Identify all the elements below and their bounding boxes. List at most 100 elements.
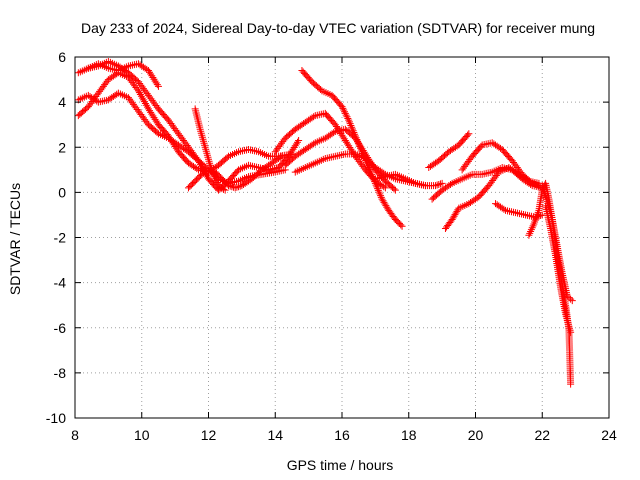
data-point [391,186,399,194]
series-track-12 [425,130,473,172]
data-point [351,134,359,142]
data-point [171,142,179,150]
series-track-3 [74,69,296,176]
data-point [166,134,174,142]
data-point [193,165,201,173]
data-point [341,109,349,117]
series-track-6 [191,105,229,194]
data-point [148,110,156,118]
data-point [212,177,220,185]
data-point [464,131,472,139]
data-point [167,135,175,143]
data-points [74,58,576,388]
data-point [151,115,159,123]
x-tick-label: 18 [401,427,417,443]
data-point [338,131,346,139]
data-point [196,160,204,168]
data-point [278,152,286,160]
x-tick-label: 16 [334,427,350,443]
data-point [138,94,146,102]
chart-title: Day 233 of 2024, Sidereal Day-to-day VTE… [81,20,595,36]
data-point [213,178,221,186]
data-point [225,182,233,190]
data-point [342,138,350,146]
series-track-18 [538,182,576,305]
data-point [140,98,148,106]
series-track-4 [84,60,162,90]
data-point [374,186,382,194]
data-point [340,135,348,143]
data-point [346,120,354,128]
data-point [146,107,154,115]
x-axis-title: GPS time / hours [287,457,394,473]
x-tick-label: 14 [267,427,283,443]
data-point [216,184,224,192]
data-point [331,121,339,129]
data-point [148,72,156,80]
series-track-11 [371,170,446,190]
data-point [169,139,177,147]
data-point [153,81,161,89]
data-point [380,183,388,191]
series-track-2 [74,89,303,194]
data-point [143,103,151,111]
data-point [360,148,368,156]
data-point [530,180,538,188]
data-point [330,129,338,137]
series-track-9 [281,125,399,194]
data-point [150,114,158,122]
data-point [142,101,150,109]
y-tick-label: -2 [54,230,67,246]
data-point [290,144,298,152]
data-point [358,145,366,153]
series-track-15 [458,139,543,190]
data-point [352,136,360,144]
data-point [397,221,405,229]
data-point [433,181,441,189]
grid [75,57,609,418]
data-point [228,183,236,191]
y-tick-label: -8 [54,365,67,381]
data-point [164,132,172,140]
data-point [568,297,576,305]
data-point [310,113,318,121]
data-point [347,121,355,129]
data-point [221,186,229,194]
data-point [528,179,536,187]
data-point [565,294,573,302]
data-point [348,125,356,133]
data-point [211,175,219,183]
y-tick-label: 0 [58,184,66,200]
data-point [147,70,155,78]
y-tick-label: 2 [58,139,66,155]
data-point [359,147,367,155]
x-tick-label: 20 [468,427,484,443]
data-point [152,117,160,125]
data-point [135,89,143,97]
data-point [195,159,203,167]
data-point [136,90,144,98]
x-tick-label: 12 [201,427,217,443]
data-point [170,141,178,149]
data-point [354,138,362,146]
y-tick-label: -10 [46,410,66,426]
data-point [342,111,350,119]
data-point [341,108,349,116]
data-point [355,139,363,147]
data-point [438,179,446,187]
data-point [390,185,398,193]
x-tick-label: 10 [134,427,150,443]
data-point [151,77,159,85]
data-point [235,183,243,191]
data-point [345,142,353,150]
data-point [567,380,575,388]
data-point [139,96,147,104]
data-point [233,183,241,191]
data-point [146,68,154,76]
data-point [194,157,202,165]
data-point [341,136,349,144]
data-point [150,75,158,83]
data-point [149,74,157,82]
data-point [446,180,454,188]
data-point [144,67,152,75]
